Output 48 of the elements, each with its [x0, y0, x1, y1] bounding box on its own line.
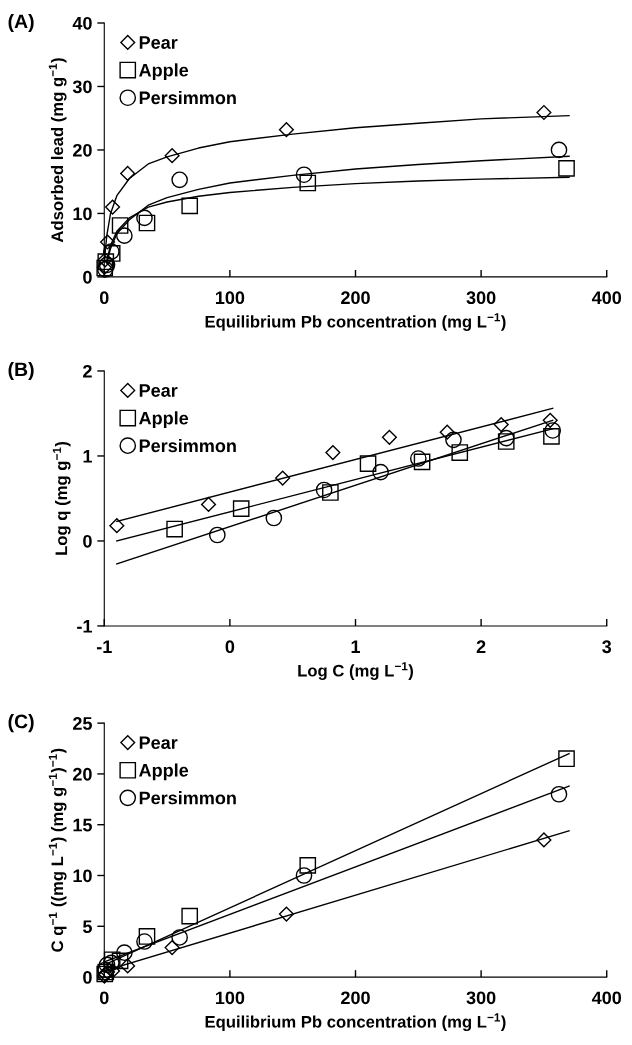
y-tick-label: 10 — [73, 869, 92, 883]
legend-label: Persimmon — [139, 438, 236, 453]
y-tick-label: 5 — [82, 920, 92, 934]
y-tick-label: 15 — [73, 818, 92, 832]
chart-title: (C) — [8, 714, 34, 733]
y-tick-label: 0 — [83, 534, 92, 548]
x-tick-label: 100 — [215, 291, 245, 305]
legend-label: Persimmon — [139, 90, 236, 105]
y-tick-label: 30 — [72, 80, 92, 94]
y-tick-label: 0 — [83, 270, 92, 284]
text: C q$^{−1}$ ((mg L$^{−1}$) (mg g$^{−1}$)$^{−1}$) — [48, 748, 67, 952]
y-tick-label: 0 — [83, 971, 92, 984]
legend-label: Pear — [139, 36, 178, 49]
x-tick-label: 300 — [466, 991, 496, 1005]
legend-label: Persimmon — [139, 791, 236, 805]
y-tick-label: 1 — [83, 450, 92, 463]
x-tick-label: 0 — [225, 640, 235, 654]
y-tick-label: 40 — [72, 16, 92, 30]
x-tick-label: -1 — [96, 640, 112, 653]
x-tick-label: 2 — [476, 640, 486, 653]
y-tick-label: 25 — [73, 717, 92, 730]
legend-label: Pear — [139, 736, 178, 750]
x-tick-label: 1 — [351, 640, 361, 653]
y-tick-label: 2 — [83, 364, 92, 378]
legend-label: Apple — [139, 763, 189, 781]
x-axis-title: Equilibrium Pb concentration (mg L$^{−1}$) — [205, 1013, 506, 1032]
y-tick-label: 20 — [73, 767, 92, 781]
legend-label: Apple — [139, 411, 189, 429]
legend-label: Pear — [139, 384, 178, 397]
x-tick-label: 100 — [215, 991, 245, 1005]
chart-title: (A) — [8, 13, 34, 33]
x-tick-label: 200 — [341, 291, 370, 305]
x-axis-title: Equilibrium Pb concentration (mg L$^{−1}$) — [205, 313, 506, 331]
x-tick-label: 0 — [99, 991, 109, 1005]
x-tick-label: 400 — [591, 291, 622, 305]
x-tick-label: 0 — [99, 291, 109, 305]
x-tick-label: 200 — [341, 991, 370, 1005]
x-tick-label: 400 — [591, 991, 622, 1005]
chart-title: (B) — [8, 361, 34, 381]
y-tick-label: 10 — [73, 207, 92, 221]
x-axis-title: Log C (mg L$^{−1}$) — [298, 662, 413, 680]
y-tick-label: -1 — [77, 620, 92, 633]
legend-label: Apple — [139, 63, 189, 81]
y-tick-label: 20 — [73, 143, 92, 157]
x-tick-label: 300 — [466, 291, 496, 305]
y-axis-title: Log q (mg g$^{−1}$) — [52, 441, 71, 555]
y-axis-title: Adsorbed lead (mg g$^{−1}$) — [48, 58, 67, 243]
x-tick-label: 3 — [602, 640, 612, 654]
